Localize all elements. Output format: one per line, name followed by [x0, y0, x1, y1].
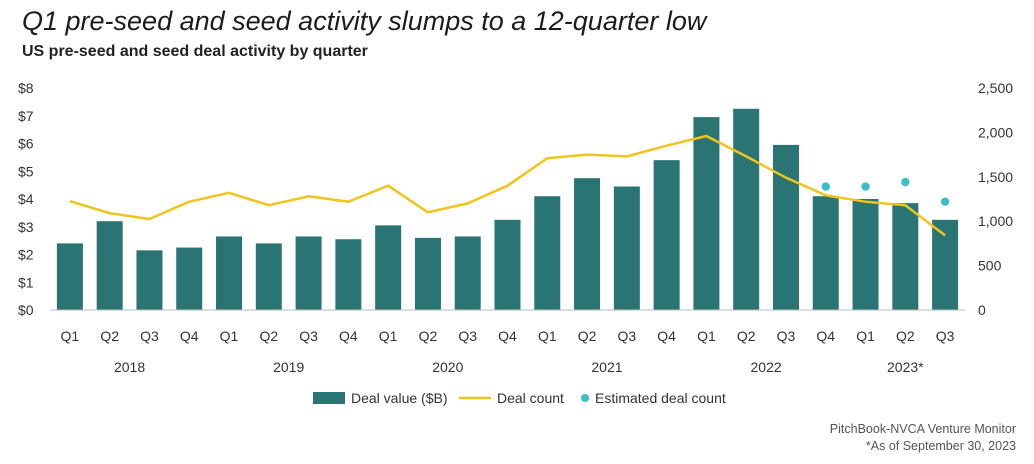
x-tick-label: Q3: [299, 328, 318, 344]
bar-2: [136, 250, 163, 310]
bar-4: [216, 236, 243, 310]
left-tick-label: $2: [18, 247, 34, 263]
left-tick-label: $5: [18, 163, 34, 179]
bar-15: [653, 160, 680, 310]
scatter-series-estimated-deal-count: [821, 177, 950, 206]
right-tick-label: 1,500: [978, 169, 1013, 185]
bar-9: [414, 237, 441, 310]
x-tick-label: Q1: [538, 328, 557, 344]
right-tick-label: 2,500: [978, 80, 1013, 96]
estimate-point-19: [821, 182, 830, 191]
x-tick-label: Q3: [936, 328, 955, 344]
deal-count-line: [69, 134, 946, 237]
bar-5: [255, 243, 282, 310]
left-tick-label: $8: [18, 80, 34, 96]
bar-16: [693, 117, 720, 310]
x-tick-label: Q3: [777, 328, 796, 344]
source-label: PitchBook-NVCA Venture Monitor: [829, 422, 1016, 436]
bar-6: [295, 236, 322, 310]
estimate-point-21: [901, 177, 910, 187]
bar-17: [733, 108, 760, 310]
estimate-point-22: [940, 197, 950, 206]
chart-title: Q1 pre-seed and seed activity slumps to …: [22, 6, 707, 36]
right-tick-label: 500: [978, 258, 1002, 274]
right-tick-label: 1,000: [978, 213, 1013, 229]
left-tick-label: $4: [18, 191, 34, 207]
legend-label: Estimated deal count: [595, 390, 726, 406]
footnote: *As of September 30, 2023: [865, 439, 1016, 453]
bar-series-deal-value: [56, 108, 959, 310]
year-label: 2018: [114, 359, 145, 375]
x-tick-label: Q1: [379, 328, 398, 344]
bar-19: [812, 196, 839, 310]
bar-20: [852, 199, 879, 310]
year-label: 2021: [591, 359, 622, 375]
year-label: 2022: [751, 359, 782, 375]
bar-8: [375, 225, 402, 310]
x-tick-label: Q4: [816, 328, 835, 344]
x-tick-label: Q2: [737, 328, 756, 344]
x-tick-label: Q1: [856, 328, 875, 344]
bar-1: [96, 221, 123, 310]
legend-swatch-dot: [581, 394, 589, 402]
year-label: 2020: [432, 359, 463, 375]
left-tick-label: $0: [18, 302, 34, 318]
bar-3: [176, 247, 203, 310]
legend-swatch-bar: [313, 392, 345, 404]
x-tick-label: Q4: [180, 328, 199, 344]
x-tick-label: Q4: [339, 328, 358, 344]
bar-10: [454, 236, 481, 310]
legend-label: Deal count: [497, 390, 564, 406]
source-note: PitchBook-NVCA Venture Monitor *As of Se…: [830, 421, 1016, 455]
legend: Deal value ($B) Deal count Estimated deal …: [313, 390, 726, 406]
right-tick-label: 0: [978, 302, 986, 318]
bar-18: [772, 144, 799, 310]
legend-label: Deal value ($B): [351, 390, 448, 406]
x-tick-label: Q2: [419, 328, 438, 344]
x-tick-label: Q2: [259, 328, 278, 344]
x-tick-label: Q2: [100, 328, 119, 344]
bar-14: [613, 186, 640, 310]
x-tick-label: Q3: [458, 328, 477, 344]
left-tick-label: $3: [18, 219, 34, 235]
x-tick-label: Q3: [618, 328, 637, 344]
x-tick-label: Q2: [578, 328, 597, 344]
bar-12: [534, 196, 561, 310]
bar-11: [494, 219, 521, 310]
chart-subtitle: US pre-seed and seed deal activity by qu…: [22, 43, 368, 60]
x-tick-label: Q4: [498, 328, 517, 344]
axes: $0 $1 $2 $3 $4 $5 $6 $7 $8 0 500 1,000 1,500 2,000 2,5…: [18, 80, 1013, 375]
x-tick-label: Q1: [697, 328, 716, 344]
right-tick-label: 2,000: [978, 124, 1013, 140]
bar-21: [892, 203, 919, 310]
line-series-deal-count: [69, 134, 946, 237]
bar-7: [335, 239, 362, 310]
year-label: 2023*: [887, 359, 924, 375]
year-label: 2019: [273, 359, 304, 375]
x-tick-label: Q1: [61, 328, 80, 344]
x-tick-label: Q4: [657, 328, 676, 344]
bar-22: [932, 219, 959, 310]
left-tick-label: $6: [18, 136, 34, 152]
left-tick-label: $1: [18, 274, 34, 290]
left-tick-label: $7: [18, 108, 34, 124]
bar-0: [56, 243, 83, 310]
bar-13: [574, 178, 601, 310]
estimate-point-20: [861, 182, 870, 191]
x-tick-label: Q3: [140, 328, 159, 344]
x-tick-label: Q1: [220, 328, 239, 344]
x-tick-label: Q2: [896, 328, 915, 344]
